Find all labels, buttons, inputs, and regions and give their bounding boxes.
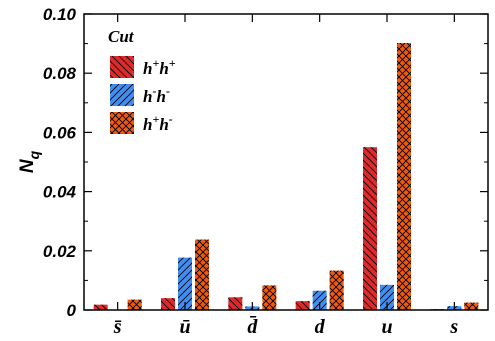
bars-group [93, 43, 479, 311]
bar [295, 301, 310, 310]
bar [127, 299, 142, 310]
y-axis-title: Nq [17, 150, 42, 173]
y-axis-title-main: N [17, 158, 38, 173]
bar-hatch [262, 285, 277, 310]
bar-hatch [380, 284, 394, 310]
legend-swatch-hatch [110, 84, 134, 106]
x-category-label: u [381, 316, 392, 338]
bar [380, 284, 394, 310]
legend-entry: h-h- [110, 84, 170, 106]
y-tick-label: 0.08 [43, 64, 77, 83]
y-axis-title-subscript: q [26, 150, 42, 159]
legend-label: h+h+ [143, 56, 176, 78]
bar [464, 302, 479, 310]
bar-hatch [363, 147, 377, 310]
bar [93, 304, 108, 310]
x-category-label: s [449, 316, 458, 338]
bar-hatch [329, 270, 344, 310]
legend-label-sup: + [152, 112, 159, 126]
bar [178, 257, 192, 310]
legend-label-base: h [159, 115, 168, 134]
x-category-label: s̄ [113, 316, 122, 338]
legend-swatch-hatch [110, 112, 134, 134]
x-category-label: d̄ [247, 315, 258, 338]
bar-hatch [295, 301, 310, 310]
ticks-group [84, 13, 488, 311]
bar-hatch [464, 302, 479, 310]
legend-label-sup: + [152, 56, 159, 70]
legend-label: h-h- [143, 84, 170, 106]
bar [363, 147, 377, 310]
labels-group: 0 0.02 0.04 0.06 0.08 0.10 s̄ ū d̄ d u s Nq [17, 5, 458, 338]
legend-label-base: h [143, 59, 152, 78]
x-category-label: ū [179, 316, 190, 338]
bar [195, 239, 209, 310]
y-tick-label: 0.10 [43, 5, 77, 24]
y-tick-label: 0 [67, 301, 77, 320]
legend-entry: h+h+ [110, 56, 176, 78]
bar-hatch [397, 43, 411, 311]
y-tick-label: 0.04 [43, 183, 77, 202]
bar [329, 270, 344, 310]
legend-swatch-hatch [110, 56, 134, 78]
x-category-label: d [315, 316, 326, 338]
bar [228, 297, 243, 310]
bar-hatch [312, 290, 327, 310]
legend-label-sup: - [152, 84, 156, 98]
legend-label-base: h [156, 87, 165, 106]
bar-hatch [228, 297, 243, 310]
legend-label-sup: - [166, 84, 170, 98]
y-tick-label: 0.06 [43, 123, 77, 142]
legend-label-sup: - [169, 112, 173, 126]
legend-label-sup: + [169, 56, 176, 70]
bar-hatch [195, 239, 209, 310]
bar-hatch [93, 304, 108, 310]
bar [262, 285, 277, 310]
legend-label-base: h [159, 59, 168, 78]
y-tick-label: 0.02 [43, 242, 77, 261]
bar [161, 298, 175, 310]
bar-hatch [178, 257, 192, 310]
legend-label-base: h [143, 115, 152, 134]
legend-entry: h+h- [110, 112, 173, 134]
bar-hatch [127, 299, 142, 310]
legend-title: Cut [108, 27, 135, 46]
legend-label: h+h- [143, 112, 173, 134]
bar-hatch [161, 298, 175, 310]
legend-label-base: h [143, 87, 152, 106]
bar [312, 290, 327, 310]
bar [397, 43, 411, 311]
